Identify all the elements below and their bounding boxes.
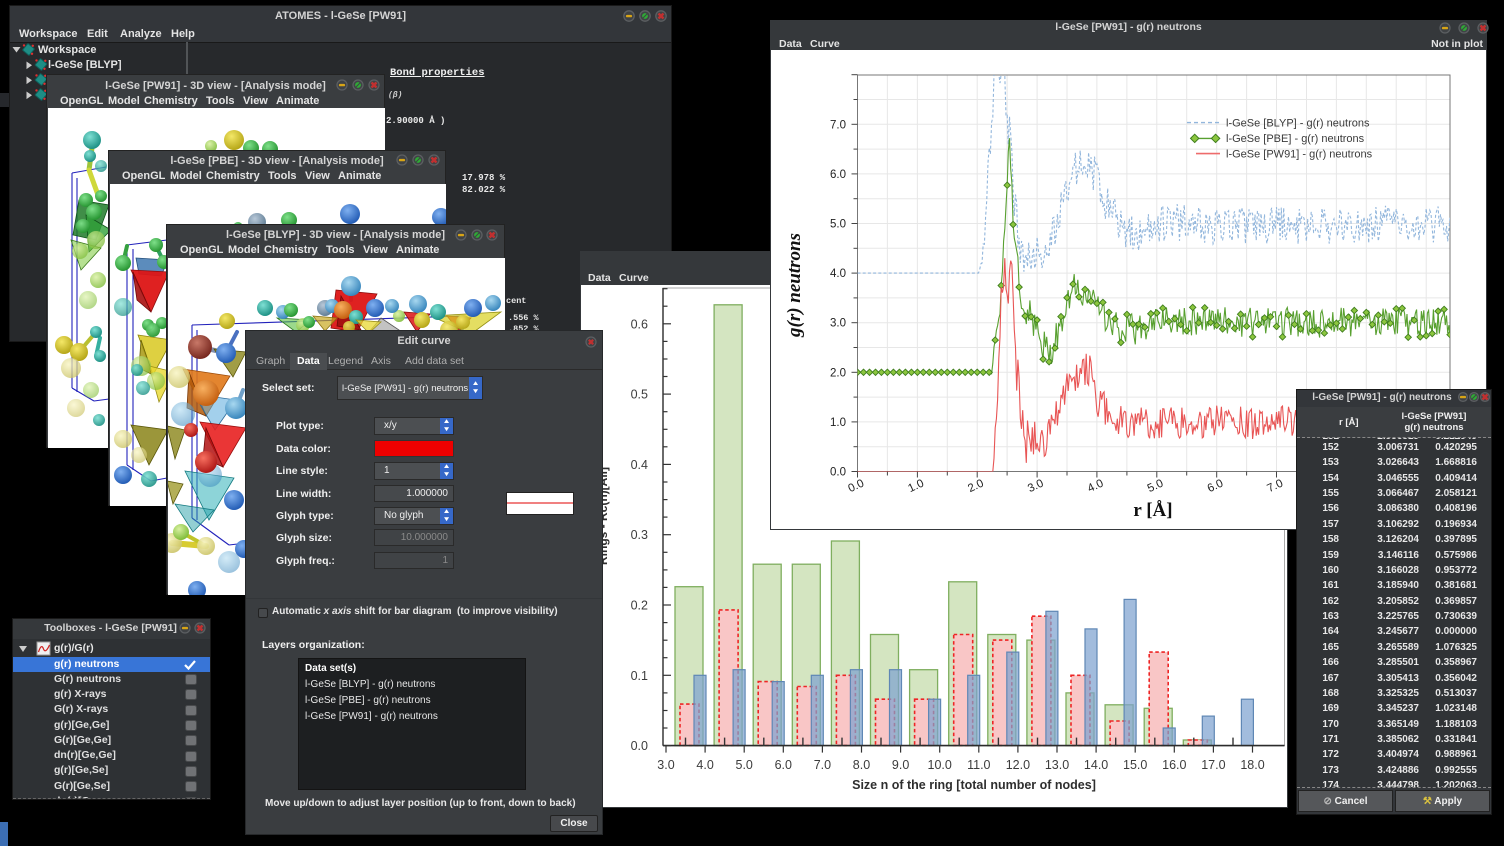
svg-text:6.0: 6.0 [775,758,792,772]
svg-text:0.1: 0.1 [631,669,648,683]
svg-text:0.5: 0.5 [631,388,648,402]
svg-text:4.0: 4.0 [1086,477,1106,495]
svg-text:3.0: 3.0 [657,758,674,772]
svg-text:0.0: 0.0 [631,739,648,753]
svg-text:5.0: 5.0 [736,758,753,772]
svg-text:14.0: 14.0 [1084,758,1108,772]
svg-text:7.0: 7.0 [830,119,846,131]
svg-text:6.0: 6.0 [1206,477,1226,495]
svg-text:0.2: 0.2 [631,599,648,613]
svg-text:11.0: 11.0 [967,758,990,772]
svg-text:15.0: 15.0 [1123,758,1147,772]
svg-text:3.0: 3.0 [1026,477,1046,495]
svg-text:r [Å]: r [Å] [1133,500,1172,521]
svg-text:8.0: 8.0 [853,758,870,772]
svg-text:7.0: 7.0 [1265,477,1285,495]
svg-text:4.0: 4.0 [830,268,846,280]
svg-text:17.0: 17.0 [1201,758,1225,772]
svg-text:6.0: 6.0 [830,169,846,181]
svg-text:0.3: 0.3 [631,528,648,542]
svg-text:2.0: 2.0 [830,367,846,379]
svg-text:1.0: 1.0 [906,477,926,495]
svg-text:1.0: 1.0 [830,417,846,429]
svg-text:18.0: 18.0 [1240,758,1264,772]
svg-text:Size n of the ring [total numb: Size n of the ring [total number of node… [852,778,1096,792]
svg-text:7.0: 7.0 [814,758,831,772]
svg-text:13.0: 13.0 [1045,758,1069,772]
svg-text:3.0: 3.0 [830,318,846,330]
svg-text:0.0: 0.0 [846,477,866,495]
svg-text:l-GeSe [PBE] - g(r) neutrons: l-GeSe [PBE] - g(r) neutrons [1226,133,1365,145]
svg-text:2.0: 2.0 [966,477,986,495]
svg-text:g(r) neutrons: g(r) neutrons [784,233,805,338]
svg-text:l-GeSe [BLYP] - g(r) neutrons: l-GeSe [BLYP] - g(r) neutrons [1226,117,1370,129]
svg-text:l-GeSe [PW91] - g(r) neutrons: l-GeSe [PW91] - g(r) neutrons [1226,148,1373,160]
svg-text:4.0: 4.0 [696,758,713,772]
svg-text:12.0: 12.0 [1006,758,1030,772]
svg-text:16.0: 16.0 [1162,758,1186,772]
svg-text:5.0: 5.0 [830,219,846,231]
svg-text:5.0: 5.0 [1146,477,1166,495]
svg-text:9.0: 9.0 [892,758,909,772]
svg-text:0.6: 0.6 [631,317,648,331]
svg-text:0.0: 0.0 [830,467,846,479]
svg-text:0.4: 0.4 [631,458,648,472]
svg-text:10.0: 10.0 [928,758,952,772]
